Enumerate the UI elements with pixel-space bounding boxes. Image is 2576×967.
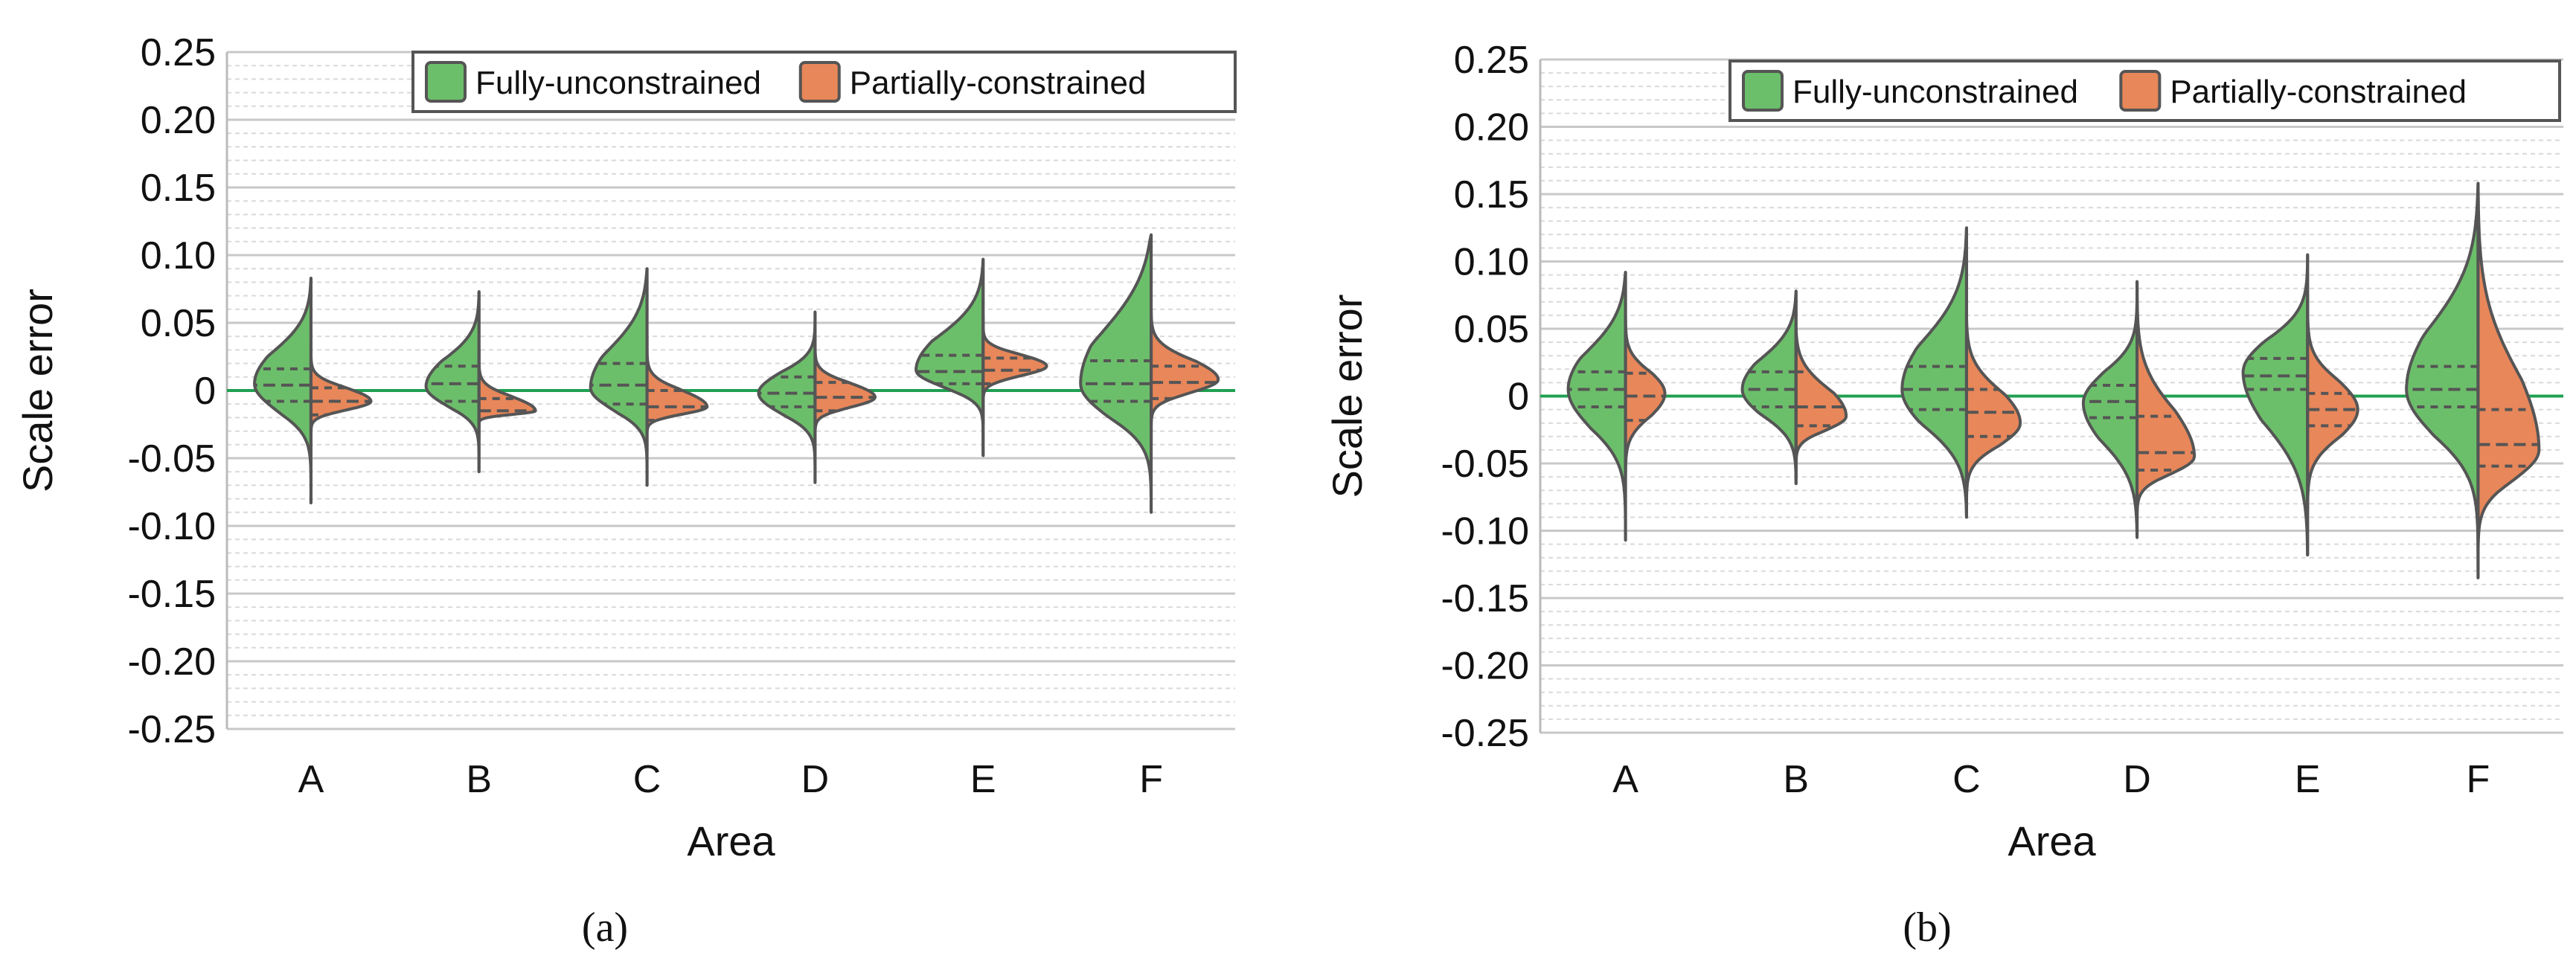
violin-body — [1150, 307, 1220, 446]
y-tick-label: 0.05 — [141, 302, 216, 345]
x-tick-label: B — [466, 758, 492, 801]
legend-swatch-fully-unconstrained — [425, 61, 467, 103]
x-tick-label: F — [2467, 758, 2490, 801]
violin-fully-B — [1740, 289, 1798, 486]
legend-label: Partially-constrained — [850, 65, 1147, 101]
violin-partially-E — [2306, 293, 2359, 513]
legend-label: Fully-unconstrained — [1792, 74, 2078, 110]
x-tick-label: E — [970, 758, 996, 801]
y-tick-label: 0 — [1508, 376, 1529, 419]
y-tick-label: -0.20 — [127, 640, 216, 684]
violin-body — [1740, 289, 1798, 486]
violin-body — [645, 335, 709, 453]
y-tick-label: -0.20 — [1441, 645, 1529, 688]
y-tick-label: 0.15 — [141, 167, 216, 210]
violin-body — [1900, 226, 1968, 519]
y-tick-label: 0.15 — [1454, 173, 1529, 216]
x-tick-label: F — [1139, 758, 1163, 801]
y-tick-label: 0.25 — [141, 31, 216, 74]
x-tick-label: C — [1952, 758, 1981, 801]
x-tick-label: C — [633, 758, 661, 801]
violin-body — [2306, 293, 2359, 513]
violin-body — [2136, 280, 2197, 533]
violin-fully-E — [2241, 253, 2310, 557]
y-tick-label: -0.10 — [127, 505, 216, 548]
violin-body — [2081, 280, 2139, 539]
y-tick-label: -0.10 — [1441, 510, 1529, 553]
legend-swatch-fully-unconstrained — [1742, 70, 1784, 112]
x-tick-label: B — [1783, 758, 1809, 801]
x-axis-title: Area — [687, 817, 775, 864]
y-tick-label: 0.20 — [1454, 106, 1529, 150]
violin-fully-F — [1079, 233, 1153, 514]
y-tick-label: -0.25 — [127, 708, 216, 751]
violin-fully-A — [253, 276, 313, 505]
y-tick-label: 0.05 — [1454, 308, 1529, 351]
legend-label: Partially-constrained — [2170, 74, 2467, 110]
violin-partially-A — [1624, 313, 1667, 479]
violin-partially-F — [2476, 181, 2541, 579]
violin-fully-C — [1900, 226, 1968, 519]
violin-body — [914, 257, 985, 457]
violin-partially-E — [981, 314, 1048, 426]
legend-swatch-partially-constrained — [798, 61, 841, 103]
x-tick-label: E — [2295, 758, 2321, 801]
violin-body — [2241, 253, 2310, 557]
violin-fully-D — [2081, 280, 2139, 539]
y-tick-label: -0.25 — [1441, 712, 1529, 755]
panel-a: 0.25 0.20 0.15 0.10 0.05 0 -0.05 -0.10 -0.15 -0.2… — [14, 31, 1237, 951]
violin-fully-E — [914, 257, 985, 457]
violin-body — [309, 341, 373, 446]
x-tick-label: D — [2123, 758, 2151, 801]
legend-swatch-partially-constrained — [2119, 70, 2162, 112]
violin-body — [2405, 181, 2480, 573]
violin-fully-F — [2405, 181, 2480, 573]
y-tick-label: -0.05 — [1441, 443, 1529, 486]
legend-label: Fully-unconstrained — [475, 65, 761, 101]
violin-fully-D — [757, 310, 817, 484]
violin-body — [757, 310, 817, 484]
violin-body — [253, 276, 313, 505]
legend: Fully-unconstrained Partially-constrained — [411, 51, 1237, 113]
violin-partially-C — [1964, 313, 2022, 513]
y-tick-label: 0.10 — [1454, 241, 1529, 284]
violin-fully-C — [589, 267, 649, 487]
y-tick-label: -0.05 — [127, 437, 216, 481]
gridlines — [1540, 58, 2563, 734]
y-tick-label: 0.10 — [141, 234, 216, 277]
x-axis-title: Area — [2008, 817, 2096, 864]
legend: Fully-unconstrained Partially-constrained — [1728, 60, 2561, 122]
violin-partially-B — [1794, 327, 1848, 479]
x-tick-label: D — [801, 758, 830, 801]
violin-body — [2476, 181, 2541, 579]
y-tick-label: -0.15 — [127, 573, 216, 616]
x-tick-label: A — [1612, 758, 1638, 801]
violin-partially-C — [645, 335, 709, 453]
y-axis-title: Scale error — [1324, 295, 1371, 498]
violin-fully-A — [1566, 270, 1627, 542]
y-tick-label: 0 — [194, 370, 216, 413]
violin-body — [589, 267, 649, 487]
panel-b: 0.25 0.20 0.15 0.10 0.05 0 -0.05 -0.10 -0.15 -0.2… — [1324, 39, 2563, 951]
violin-partially-A — [309, 341, 373, 446]
y-tick-label: -0.15 — [1441, 577, 1529, 620]
x-tick-label: A — [298, 758, 324, 801]
y-axis-title: Scale error — [14, 289, 61, 492]
violin-partially-F — [1150, 307, 1220, 446]
violin-partially-D — [2136, 280, 2197, 533]
y-tick-label: 0.20 — [141, 99, 216, 142]
panel-caption: (b) — [1903, 905, 1951, 951]
violin-body — [1794, 327, 1848, 479]
violin-body — [1079, 233, 1153, 514]
panel-caption: (a) — [582, 905, 628, 951]
y-tick-label: 0.25 — [1454, 39, 1529, 82]
